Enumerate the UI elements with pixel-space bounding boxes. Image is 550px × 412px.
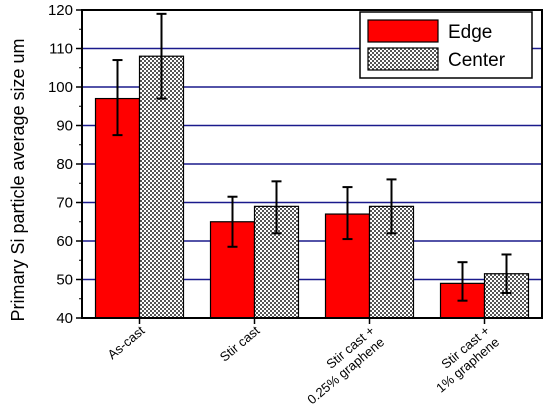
x-tick-label: Stir cast +1% graphene [424, 323, 503, 396]
bar-center [138, 55, 185, 319]
legend-label-center: Center [448, 50, 506, 71]
error-bars-group [112, 12, 512, 302]
legend-swatch-center [367, 47, 439, 71]
y-axis-title: Primary Si particle average size um [8, 38, 28, 321]
y-tick-label: 70 [56, 195, 73, 212]
legend-swatch-edge [367, 19, 439, 43]
x-tick-label: Stir cast +0.25% graphene [295, 323, 387, 407]
y-axis: 40 50 60 70 80 90 100 110 120 [48, 2, 82, 327]
y-tick-label: 80 [56, 156, 73, 173]
y-tick-label: 90 [56, 118, 73, 135]
y-tick-label: 110 [49, 41, 73, 58]
x-tick-label-line: As-cast [105, 323, 148, 363]
y-tick-label: 60 [56, 233, 73, 250]
legend-label-edge: Edge [448, 22, 492, 43]
bar-center [483, 273, 530, 319]
x-tick-label-line: Stir cast [217, 323, 263, 365]
bars-group [94, 55, 530, 319]
y-tick-label: 120 [48, 2, 73, 19]
x-tick-label: Stir cast [217, 323, 263, 365]
y-tick-label: 100 [48, 79, 73, 96]
y-tick-label: 40 [56, 310, 73, 327]
x-axis: As-cast Stir cast Stir cast +0.25% graphen… [105, 318, 502, 407]
y-tick-label: 50 [56, 272, 73, 289]
x-tick-label: As-cast [105, 323, 148, 363]
legend: Edge Center [359, 11, 533, 79]
